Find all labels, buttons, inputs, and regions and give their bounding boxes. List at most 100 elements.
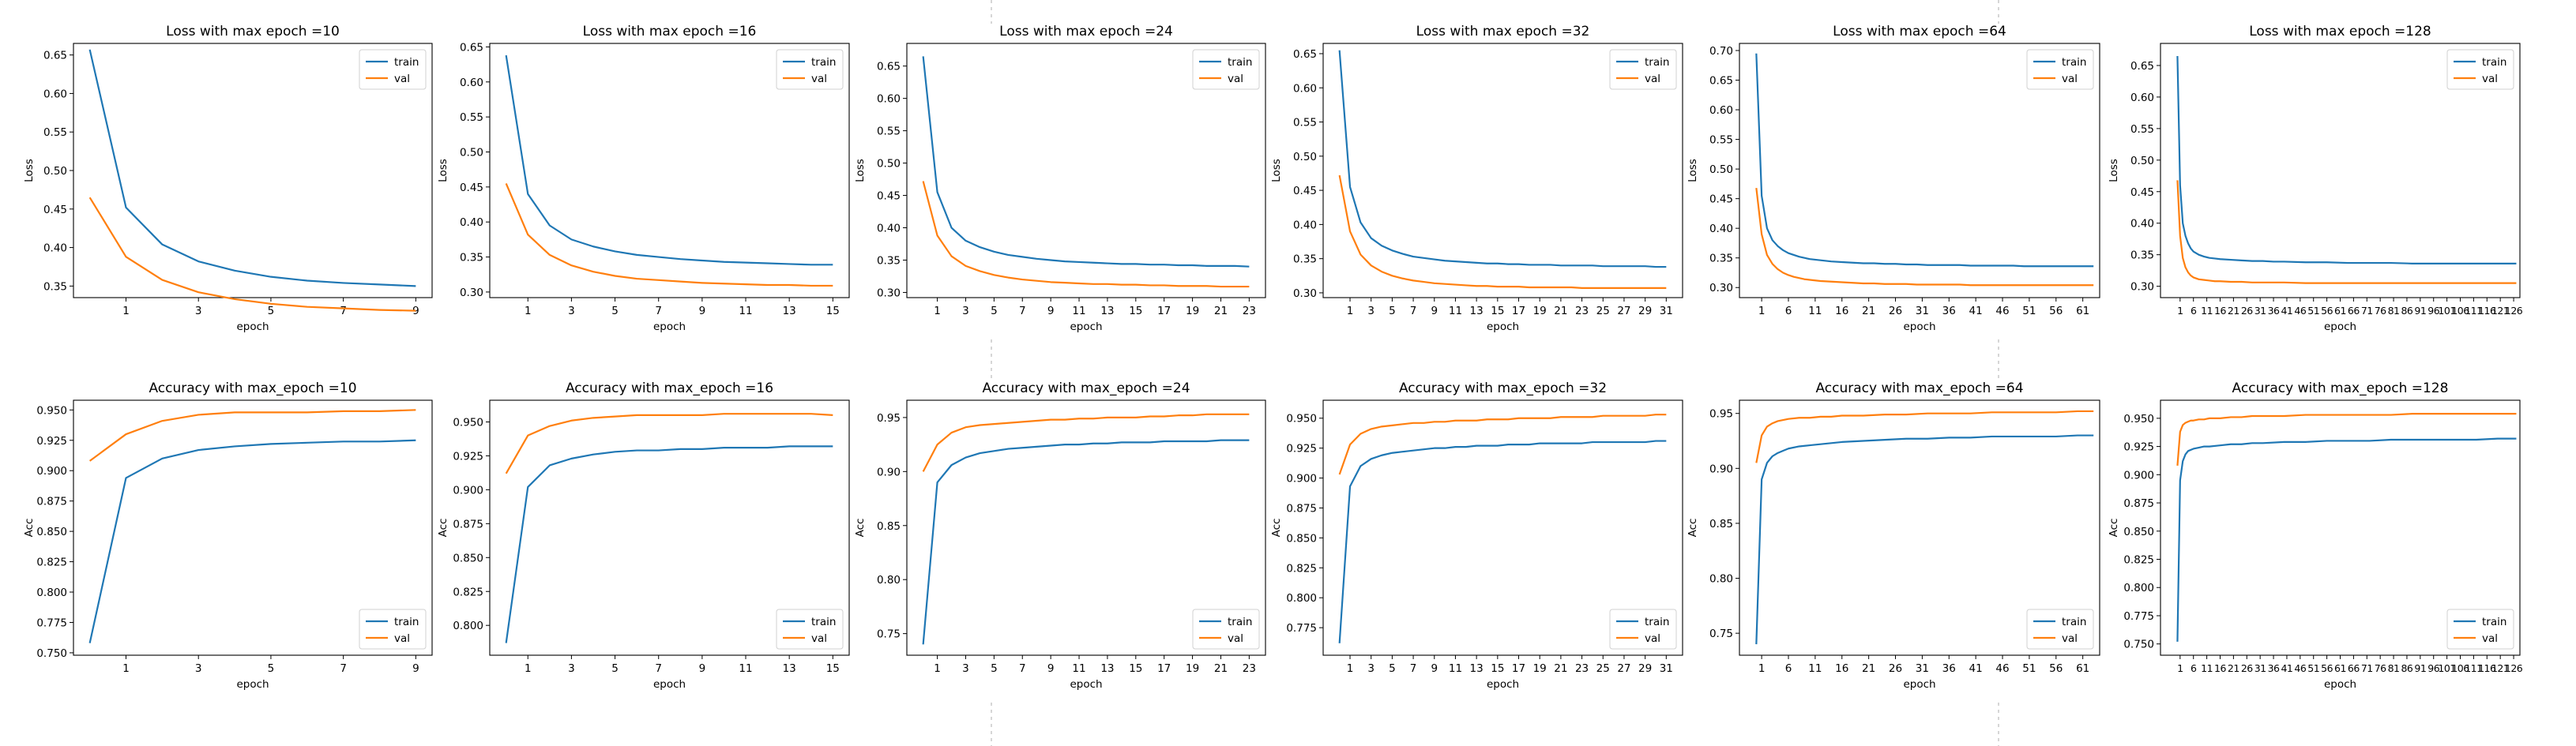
x-axis-label: epoch xyxy=(1070,678,1102,691)
y-tick-label: 0.70 xyxy=(1709,45,1733,58)
y-tick-label: 0.35 xyxy=(877,254,901,267)
y-tick-label: 0.60 xyxy=(43,88,67,100)
x-tick-label: 21 xyxy=(1554,662,1567,675)
y-tick-label: 0.900 xyxy=(2123,469,2154,482)
x-axis-label: epoch xyxy=(1903,321,1935,333)
chart-title: Loss with max epoch =64 xyxy=(1833,24,2006,39)
x-tick-label: 3 xyxy=(568,662,575,675)
x-axis-label: epoch xyxy=(1487,321,1519,333)
legend-label-val: val xyxy=(1228,73,1243,85)
y-tick-label: 0.80 xyxy=(877,574,901,587)
y-tick-label: 0.875 xyxy=(2123,497,2154,510)
x-tick-label: 19 xyxy=(1533,305,1547,317)
x-tick-label: 91 xyxy=(2414,305,2426,317)
x-tick-label: 5 xyxy=(611,305,619,317)
y-tick-label: 0.750 xyxy=(2123,639,2154,651)
y-tick-label: 0.850 xyxy=(1286,532,1317,545)
y-tick-label: 0.50 xyxy=(1293,151,1317,163)
x-tick-label: 17 xyxy=(1512,662,1525,675)
y-tick-label: 0.50 xyxy=(460,146,483,159)
x-tick-label: 106 xyxy=(2451,305,2469,317)
x-tick-label: 11 xyxy=(1449,305,1462,317)
legend-box xyxy=(359,49,427,90)
y-tick-label: 0.85 xyxy=(877,520,901,533)
y-tick-label: 0.775 xyxy=(36,617,67,629)
x-tick-label: 1 xyxy=(2177,662,2183,674)
legend-label-val: val xyxy=(2482,632,2498,645)
x-tick-label: 19 xyxy=(1186,662,1199,675)
axes-frame xyxy=(489,43,850,298)
y-tick-label: 0.55 xyxy=(43,126,67,139)
x-tick-label: 19 xyxy=(1186,305,1199,317)
x-tick-label: 61 xyxy=(2334,662,2346,674)
y-tick-label: 0.65 xyxy=(460,41,483,54)
x-tick-label: 23 xyxy=(1243,305,1256,317)
y-tick-label: 0.95 xyxy=(877,412,901,425)
x-tick-label: 1 xyxy=(934,662,941,675)
y-tick-label: 0.35 xyxy=(2130,249,2154,262)
chart-panel-1: Loss with max epoch =10 1 3 5 7 9 0.35 0.40 0.45… xyxy=(23,24,433,333)
y-tick-label: 0.90 xyxy=(1709,463,1733,475)
legend-label-val: val xyxy=(1645,632,1660,645)
y-axis-label: Acc xyxy=(2108,519,2120,538)
y-tick-label: 0.30 xyxy=(877,287,901,299)
x-tick-label: 61 xyxy=(2334,305,2346,317)
x-tick-label: 3 xyxy=(195,305,202,317)
y-tick-label: 0.55 xyxy=(877,126,901,138)
x-tick-label: 7 xyxy=(655,662,662,675)
x-tick-label: 23 xyxy=(1575,305,1589,317)
x-tick-label: 96 xyxy=(2427,305,2439,317)
x-tick-label: 111 xyxy=(2465,662,2482,674)
axes-frame xyxy=(1322,43,1683,298)
chart-panel-3: Loss with max epoch =241 3 5 7 9 11 13 15 17 19 21… xyxy=(854,24,1266,333)
axes-frame xyxy=(1739,43,2100,298)
chart-title: Loss with max epoch =32 xyxy=(1416,24,1590,39)
x-tick-label: 41 xyxy=(2281,662,2292,674)
legend-label-train: train xyxy=(811,616,836,628)
x-axis-label: epoch xyxy=(653,321,686,333)
axes-frame xyxy=(489,399,850,656)
y-tick-label: 0.775 xyxy=(2123,610,2154,623)
y-tick-label: 0.950 xyxy=(1286,413,1317,425)
y-tick-label: 0.45 xyxy=(460,182,483,194)
y-tick-label: 0.30 xyxy=(460,287,483,299)
y-tick-label: 0.40 xyxy=(2130,218,2154,231)
series-line-train xyxy=(2176,55,2517,264)
y-tick-label: 0.900 xyxy=(36,465,67,478)
y-tick-label: 0.45 xyxy=(2130,186,2154,199)
x-tick-label: 21 xyxy=(1862,305,1875,317)
x-tick-label: 31 xyxy=(2254,662,2266,674)
x-tick-label: 126 xyxy=(2505,662,2523,674)
x-tick-label: 17 xyxy=(1157,305,1171,317)
x-tick-label: 3 xyxy=(195,662,202,675)
series-line-val xyxy=(922,181,1250,288)
chart-title: Accuracy with max_epoch =128 xyxy=(2232,380,2449,396)
x-tick-label: 7 xyxy=(1019,662,1026,675)
x-axis-label: epoch xyxy=(1487,678,1519,691)
x-tick-label: 6 xyxy=(1785,662,1792,675)
x-tick-label: 116 xyxy=(2478,305,2496,317)
y-tick-label: 0.925 xyxy=(453,450,483,463)
x-tick-label: 15 xyxy=(1129,662,1142,675)
x-tick-label: 13 xyxy=(1470,305,1484,317)
x-tick-label: 116 xyxy=(2478,662,2496,674)
y-axis-label: Acc xyxy=(23,519,36,538)
x-tick-label: 11 xyxy=(1072,662,1085,675)
x-tick-label: 13 xyxy=(1100,305,1114,317)
legend-label-train: train xyxy=(2482,616,2506,628)
x-tick-label: 13 xyxy=(783,305,796,317)
x-tick-label: 17 xyxy=(1512,305,1525,317)
legend-label-val: val xyxy=(394,73,410,85)
y-tick-label: 0.850 xyxy=(36,526,67,538)
chart-title: Accuracy with max_epoch =64 xyxy=(1815,380,2023,396)
y-tick-label: 0.875 xyxy=(36,496,67,508)
x-tick-label: 7 xyxy=(1019,305,1026,317)
y-tick-label: 0.35 xyxy=(460,252,483,264)
x-tick-label: 23 xyxy=(1575,662,1589,675)
y-tick-label: 0.85 xyxy=(1709,518,1733,530)
y-tick-label: 0.850 xyxy=(2123,526,2154,538)
x-tick-label: 61 xyxy=(2076,662,2089,675)
x-tick-label: 1 xyxy=(1347,305,1354,317)
x-tick-label: 7 xyxy=(340,305,347,317)
